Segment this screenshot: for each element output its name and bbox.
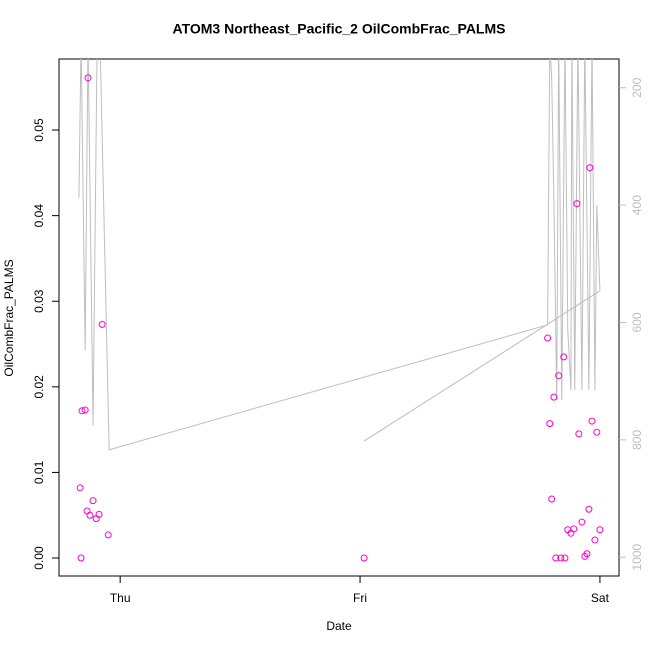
data-point [84, 74, 92, 82]
y-tick-label: 0.02 [32, 375, 46, 399]
data-point [544, 334, 552, 342]
x-axis-label: Date [326, 619, 352, 633]
data-point [76, 484, 84, 492]
data-point [78, 407, 86, 415]
data-point [575, 430, 583, 438]
data-point [552, 554, 560, 562]
y2-tick-label: 200 [630, 77, 644, 97]
data-point [588, 417, 596, 425]
data-point [548, 495, 556, 503]
data-point [360, 554, 368, 562]
data-point [583, 550, 591, 558]
data-point [95, 510, 103, 518]
x-tick-label: Sat [591, 591, 610, 605]
y-axis-label: OilCombFrac_PALMS [2, 259, 16, 376]
data-point [596, 526, 604, 534]
y-tick-label: 0.03 [32, 289, 46, 313]
plot-frame [58, 58, 620, 577]
y-tick-label: 0.00 [32, 546, 46, 570]
data-point [89, 497, 97, 505]
data-point [591, 536, 599, 544]
data-point [83, 507, 91, 515]
data-point [98, 320, 106, 328]
chart-title: ATOM3 Northeast_Pacific_2 OilCombFrac_PA… [173, 21, 506, 37]
data-point [561, 554, 569, 562]
data-point [81, 406, 89, 414]
data-point [550, 393, 558, 401]
data-point [546, 420, 554, 428]
y2-tick-label: 1000 [630, 544, 644, 571]
data-point [585, 505, 593, 513]
data-point [593, 428, 601, 436]
x-tick-label: Fri [353, 591, 367, 605]
plot-area [76, 59, 604, 562]
data-line [78, 59, 601, 451]
data-point [555, 372, 563, 380]
data-point [92, 515, 100, 523]
y-tick-label: 0.01 [32, 460, 46, 484]
data-point [570, 525, 578, 533]
data-point [86, 511, 94, 519]
y-tick-label: 0.04 [32, 204, 46, 228]
y2-tick-label: 400 [630, 195, 644, 215]
data-point [77, 554, 85, 562]
y2-tick-label: 800 [630, 430, 644, 450]
data-point [573, 200, 581, 208]
y-tick-label: 0.05 [32, 118, 46, 142]
data-point [104, 531, 112, 539]
data-point [586, 164, 594, 172]
data-point [578, 518, 586, 526]
y2-tick-label: 600 [630, 312, 644, 332]
data-point [560, 353, 568, 361]
x-tick-label: Thu [110, 591, 131, 605]
data-point [557, 554, 565, 562]
